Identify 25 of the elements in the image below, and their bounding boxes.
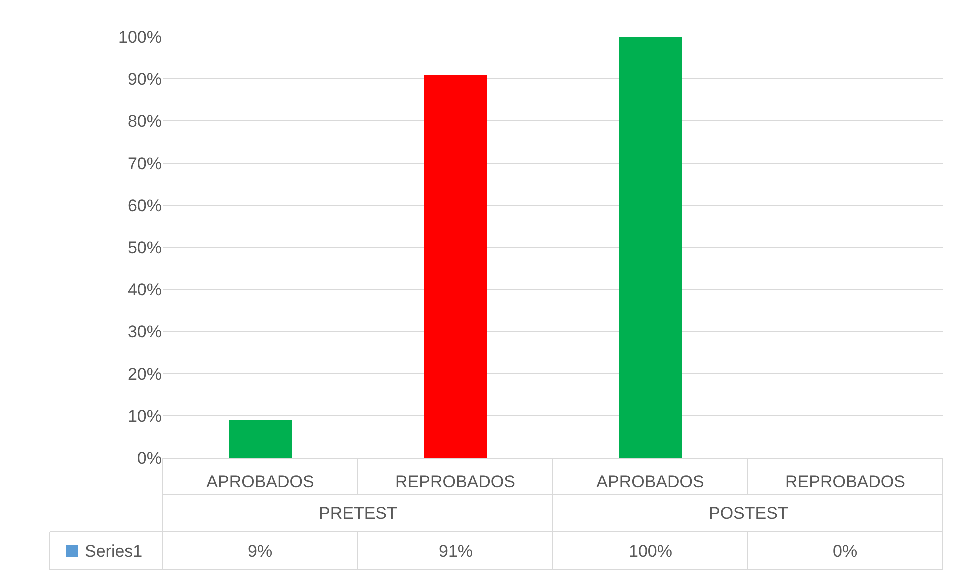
x-tick-label: APROBADOS (206, 472, 314, 492)
y-tick-label: 0% (137, 448, 162, 468)
y-tick-label: 80% (128, 112, 162, 132)
text: POSTEST (709, 504, 788, 523)
y-tick-label: 100% (118, 28, 162, 47)
bar (619, 37, 682, 458)
y-tick-label: 20% (128, 364, 162, 384)
text: PRETEST (319, 504, 398, 523)
y-tick-label: 90% (128, 70, 162, 90)
data-label: 0% (833, 542, 858, 561)
y-tick-label: 10% (128, 406, 162, 426)
bar (229, 420, 292, 458)
y-tick-label: 50% (128, 238, 162, 258)
x-tick-label: REPROBADOS (396, 472, 516, 492)
x-tick-label: REPROBADOS (786, 472, 906, 492)
y-tick-label: 70% (128, 154, 162, 174)
data-label: 91% (439, 542, 474, 561)
bar (424, 75, 487, 458)
data-label: 9% (248, 542, 273, 561)
data-label: 100% (629, 542, 672, 561)
text: Series1 (85, 542, 143, 561)
y-tick-label: 40% (128, 280, 162, 300)
x-tick-label: APROBADOS (596, 472, 704, 492)
y-tick-label: 60% (128, 196, 162, 216)
y-tick-label: 30% (128, 322, 162, 342)
